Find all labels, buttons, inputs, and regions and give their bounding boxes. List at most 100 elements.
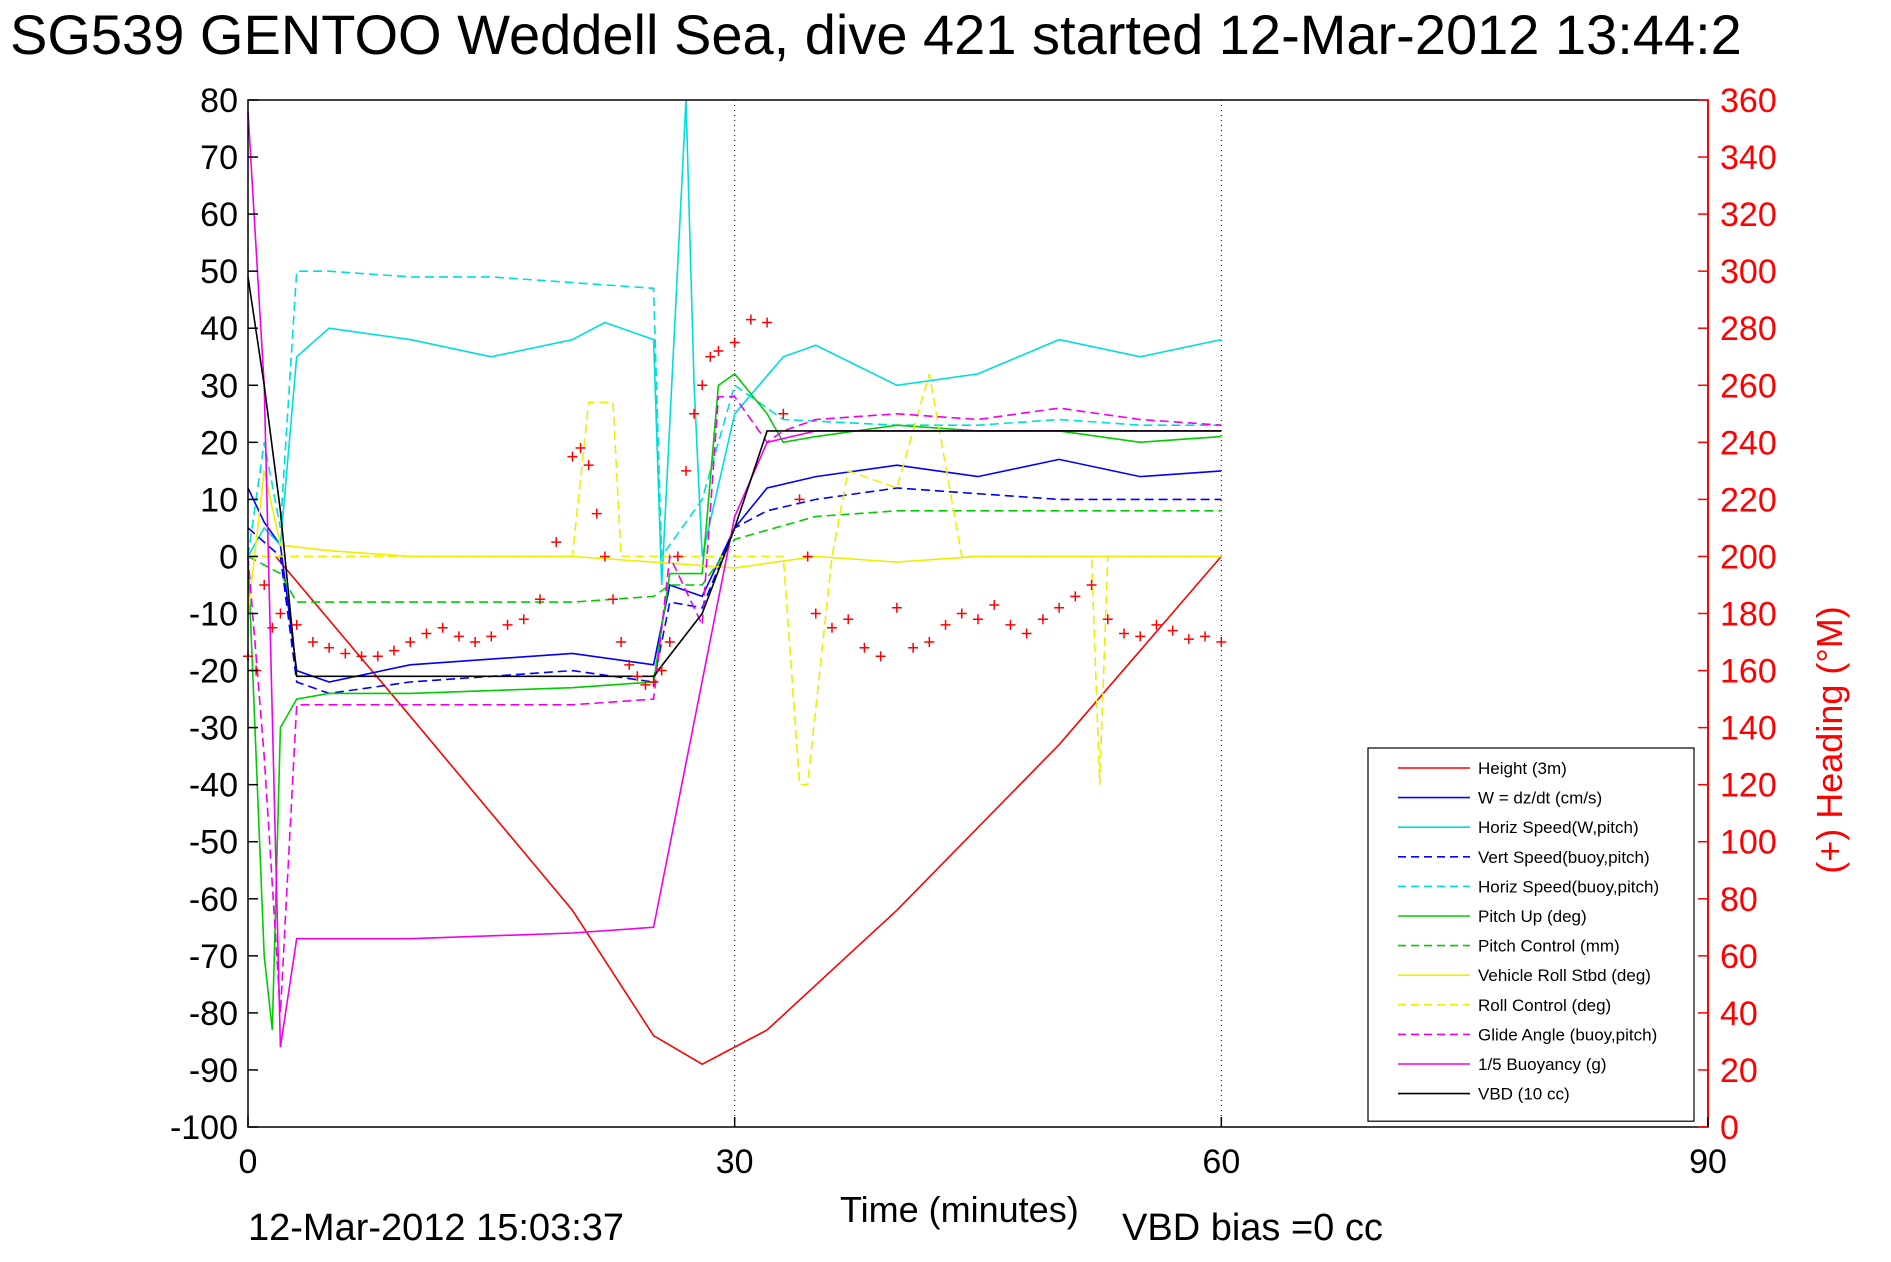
heading-point xyxy=(356,651,367,662)
footer-timestamp: 12-Mar-2012 15:03:37 xyxy=(248,1207,624,1249)
y-tick-label: -40 xyxy=(189,767,238,805)
heading-point xyxy=(324,642,335,653)
legend: Height (3m) W = dz/dt (cm/s) Horiz Speed(W… xyxy=(1367,747,1695,1122)
heading-point xyxy=(591,508,602,519)
heading-point xyxy=(875,651,886,662)
heading-point xyxy=(843,614,854,625)
heading-point xyxy=(470,637,481,648)
y2-tick-labels: 3603403203002802602402202001801601401201… xyxy=(1698,82,1777,1147)
y2-tick-label: 240 xyxy=(1720,424,1777,462)
heading-point xyxy=(689,408,700,419)
x-tick-label: 60 xyxy=(1202,1143,1240,1181)
legend-entry: 1/5 Buoyancy (g) xyxy=(1478,1055,1607,1074)
y2-tick-label: 60 xyxy=(1720,938,1758,976)
heading-point xyxy=(664,637,675,648)
heading-point xyxy=(1054,602,1065,613)
y2-tick-label: 320 xyxy=(1720,196,1777,234)
y2-tick-label: 200 xyxy=(1720,538,1777,576)
heading-point xyxy=(1102,614,1113,625)
heading-point xyxy=(535,594,545,605)
y2-tick-label: 40 xyxy=(1720,995,1758,1033)
x-axis-label: Time (minutes) xyxy=(840,1189,1079,1230)
heading-point xyxy=(794,494,805,505)
y2-tick-label: 300 xyxy=(1720,253,1777,291)
heading-point xyxy=(802,551,813,562)
heading-point xyxy=(405,637,416,648)
heading-point xyxy=(575,443,586,454)
series-line-10 xyxy=(247,111,1222,1048)
x-tick-label: 30 xyxy=(716,1143,754,1181)
footer-vbd-bias: VBD bias =0 cc xyxy=(1122,1207,1383,1249)
series-line-6 xyxy=(247,510,1222,603)
heading-point xyxy=(924,637,935,648)
heading-point xyxy=(599,551,610,562)
heading-point xyxy=(1070,591,1081,602)
heading-point xyxy=(632,671,643,682)
y-tick-label: 0 xyxy=(219,538,238,576)
heading-point xyxy=(859,642,870,653)
series-line-2 xyxy=(247,99,1222,586)
heading-point xyxy=(989,599,1000,610)
y2-tick-label: 180 xyxy=(1720,596,1777,634)
series-line-5 xyxy=(247,372,1222,1031)
legend-entry: Height (3m) xyxy=(1478,759,1567,778)
heading-point xyxy=(1135,631,1146,642)
y2-tick-label: 20 xyxy=(1720,1052,1758,1090)
heading-point xyxy=(1151,619,1162,630)
heading-point xyxy=(1021,628,1032,639)
heading-point xyxy=(956,608,967,619)
heading-point xyxy=(1119,628,1129,639)
heading-point xyxy=(1005,619,1016,630)
chart-title: SG539 GENTOO Weddell Sea, dive 421 start… xyxy=(10,3,1742,66)
y-tick-label: -100 xyxy=(170,1109,238,1147)
y-tick-label: -30 xyxy=(189,710,238,748)
heading-point xyxy=(1037,614,1048,625)
heading-point xyxy=(437,622,448,633)
y2-tick-label: 220 xyxy=(1720,481,1777,519)
legend-entry: Horiz Speed(buoy,pitch) xyxy=(1478,877,1659,896)
heading-point xyxy=(640,679,651,690)
heading-point xyxy=(372,651,383,662)
heading-point xyxy=(502,619,513,630)
x-tick-labels: 0 30 60 90 xyxy=(239,1117,1727,1181)
y2-tick-label: 260 xyxy=(1720,367,1777,405)
legend-entry: Vehicle Roll Stbd (deg) xyxy=(1478,966,1651,985)
heading-point xyxy=(745,314,756,325)
heading-point xyxy=(1216,637,1227,648)
heading-point xyxy=(940,619,951,630)
y2-tick-label: 280 xyxy=(1720,310,1777,348)
y-tick-label: -80 xyxy=(189,995,238,1033)
y2-tick-label: 0 xyxy=(1720,1109,1739,1147)
series-line-11 xyxy=(247,276,1222,678)
heading-point xyxy=(453,631,464,642)
heading-point xyxy=(1086,579,1097,590)
y-tick-label: 40 xyxy=(200,310,238,348)
y-tick-label: 50 xyxy=(200,253,238,291)
heading-point xyxy=(291,619,302,630)
heading-point xyxy=(810,608,821,619)
y-tick-label: 20 xyxy=(200,424,238,462)
y2-tick-label: 140 xyxy=(1720,710,1777,748)
heading-point xyxy=(583,460,594,471)
y2-axis-label: (+) Heading (°M) xyxy=(1809,606,1850,873)
heading-point xyxy=(656,665,667,676)
y-tick-label: 70 xyxy=(200,139,238,177)
heading-point xyxy=(778,408,789,419)
heading-point xyxy=(705,351,716,362)
heading-point xyxy=(567,451,578,462)
legend-entry: Glide Angle (buoy,pitch) xyxy=(1478,1025,1657,1044)
legend-entry: Pitch Up (deg) xyxy=(1478,907,1587,926)
legend-entry: Pitch Control (mm) xyxy=(1478,937,1620,956)
heading-point xyxy=(421,628,432,639)
series-line-4 xyxy=(247,270,1222,559)
legend-entry: VBD (10 cc) xyxy=(1478,1085,1570,1104)
y-tick-label: 30 xyxy=(200,367,238,405)
heading-point xyxy=(1200,631,1211,642)
heading-point xyxy=(608,594,618,605)
y-tick-label: -70 xyxy=(189,938,238,976)
x-tick-label: 0 xyxy=(239,1143,258,1181)
y2-tick-label: 360 xyxy=(1720,82,1777,120)
heading-point xyxy=(307,637,318,648)
heading-point xyxy=(1183,634,1194,645)
